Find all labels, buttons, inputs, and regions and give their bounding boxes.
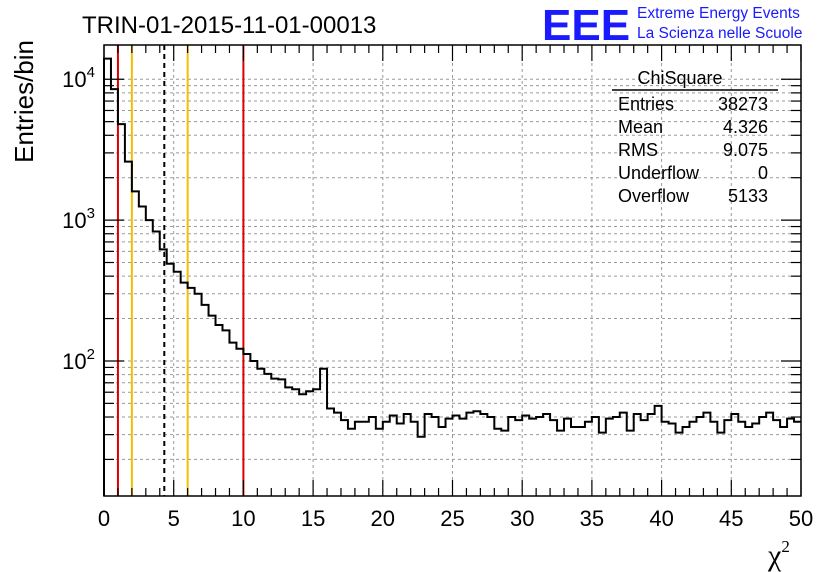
org-name-line2: La Scienza nelle Scuole [637, 25, 802, 42]
stats-value-mean: 4.326 [723, 117, 768, 137]
x-tick-label: 40 [649, 506, 673, 531]
org-name-line1: Extreme Energy Events [637, 5, 800, 22]
stats-label-underflow: Underflow [618, 163, 700, 183]
x-tick-label: 25 [440, 506, 464, 531]
stats-value-entries: 38273 [718, 94, 768, 114]
stats-label-rms: RMS [618, 140, 658, 160]
stats-label-entries: Entries [618, 94, 674, 114]
y-tick-label: 102 [62, 346, 95, 374]
stats-title: ChiSquare [637, 68, 722, 88]
x-axis-label-base: χ [767, 539, 782, 572]
x-tick-label: 45 [719, 506, 743, 531]
x-tick-label: 15 [301, 506, 325, 531]
x-tick-label: 5 [168, 506, 180, 531]
statistics-box: ChiSquare Entries 38273 Mean 4.326 RMS 9… [612, 68, 778, 206]
y-tick-exponent: 2 [87, 346, 95, 363]
stats-value-rms: 9.075 [723, 140, 768, 160]
grid-lines [104, 45, 801, 496]
y-tick-base: 10 [62, 208, 86, 233]
y-tick-base: 10 [62, 67, 86, 92]
x-tick-label: 30 [510, 506, 534, 531]
y-tick-label: 103 [62, 205, 95, 233]
x-tick-label: 10 [231, 506, 255, 531]
x-tick-label: 0 [98, 506, 110, 531]
run-title: TRIN-01-2015-11-01-00013 [82, 12, 376, 39]
y-axis-label: Entries/bin [9, 40, 39, 163]
x-tick-label: 50 [789, 506, 813, 531]
x-axis-label: χ2 [767, 537, 790, 572]
y-tick-base: 10 [62, 349, 86, 374]
eee-logo: EEE [542, 1, 630, 50]
x-tick-label: 20 [371, 506, 395, 531]
y-tick-exponent: 3 [87, 205, 95, 222]
x-tick-label: 35 [580, 506, 604, 531]
histogram-series [103, 57, 801, 496]
stats-label-mean: Mean [618, 117, 663, 137]
stats-value-overflow: 5133 [728, 186, 768, 206]
y-tick-label: 104 [62, 64, 95, 92]
stats-value-underflow: 0 [758, 163, 768, 183]
y-tick-exponent: 4 [87, 64, 95, 81]
stats-label-overflow: Overflow [618, 186, 690, 206]
x-axis-label-exponent: 2 [781, 537, 790, 556]
vertical-markers [116, 45, 245, 496]
